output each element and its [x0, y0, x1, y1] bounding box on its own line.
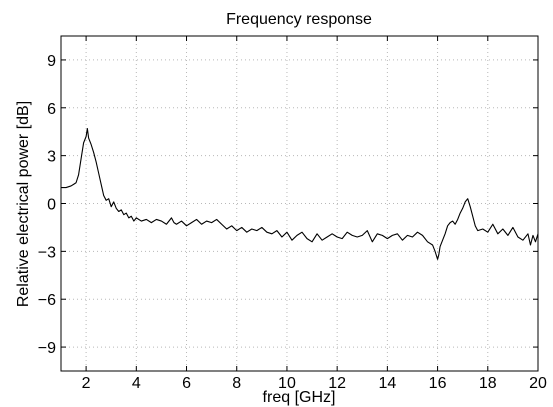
x-tick-labels: 2 4 6 8 10 12 14 16 18 20 — [82, 375, 547, 392]
x-tick-label: 16 — [429, 375, 447, 392]
x-tick-label: 14 — [378, 375, 396, 392]
y-tick-label: −9 — [38, 340, 56, 357]
axis-ticks — [61, 36, 539, 371]
y-tick-labels: −9 −6 −3 0 3 6 9 — [38, 53, 56, 357]
y-tick-label: 3 — [47, 149, 56, 166]
x-tick-label: 20 — [529, 375, 547, 392]
plot-frame — [60, 35, 539, 372]
y-tick-label: 9 — [47, 53, 56, 70]
grid-lines — [61, 36, 539, 371]
x-tick-label: 6 — [182, 375, 191, 392]
y-tick-label: 0 — [47, 197, 56, 214]
x-tick-label: 18 — [479, 375, 497, 392]
y-tick-label: −6 — [38, 292, 56, 309]
x-tick-label: 2 — [82, 375, 91, 392]
x-axis-label: freq [GHz] — [263, 389, 336, 406]
x-tick-label: 4 — [132, 375, 141, 392]
y-tick-label: 6 — [47, 101, 56, 118]
chart-title: Frequency response — [226, 11, 372, 28]
x-tick-label: 8 — [232, 375, 241, 392]
y-axis-label: Relative electrical power [dB] — [15, 101, 32, 307]
y-tick-label: −3 — [38, 244, 56, 261]
x-tick-label: 12 — [328, 375, 346, 392]
x-tick-label: 10 — [278, 375, 296, 392]
series-line — [61, 127, 539, 260]
